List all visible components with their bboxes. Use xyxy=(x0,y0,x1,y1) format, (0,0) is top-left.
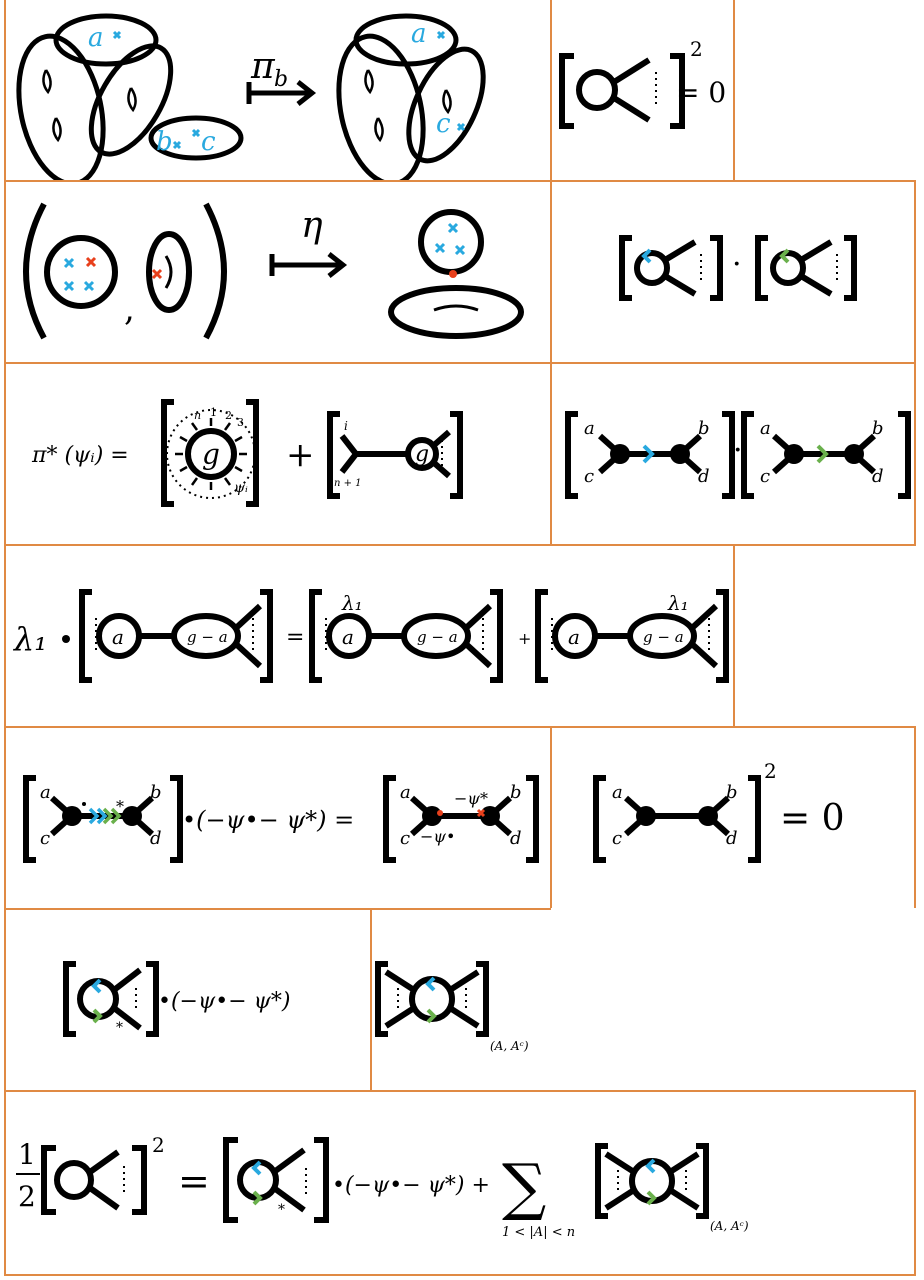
plus: + xyxy=(518,629,531,648)
maps-to-arrow xyxy=(246,80,317,106)
vertex-a-3: a xyxy=(568,625,580,649)
label-c: c xyxy=(612,828,622,849)
panel-psi-pullback: π* (ψᵢ) = g n 1 2 3 ψᵢ + i n + 1 g xyxy=(4,362,552,546)
fraction-numerator: 1 xyxy=(18,1138,36,1171)
leg-3: 3 xyxy=(237,416,244,429)
star-mark: * xyxy=(278,1202,285,1218)
panel-loop-product: · xyxy=(550,180,916,364)
label-a-2: a xyxy=(400,782,411,803)
leg-1: 1 xyxy=(210,406,217,419)
panel-edge-product: a b c d · a b c d xyxy=(550,362,916,546)
panel-loop-psi: * •(−ψ•− ψ*) xyxy=(4,908,372,1092)
lambda-on-gma: λ₁ xyxy=(667,591,689,615)
label-a-2: a xyxy=(760,418,771,439)
vertex-gma-1: g − a xyxy=(187,628,228,646)
summation-sign: ∑ xyxy=(502,1150,546,1223)
map-label-pi: π xyxy=(250,46,276,87)
dot-product: · xyxy=(732,247,742,282)
maps-to-arrow xyxy=(269,252,348,278)
psi-factor: •(−ψ•− ψ*) xyxy=(158,989,290,1014)
label-c: c xyxy=(584,466,594,487)
label-d-2: d xyxy=(510,828,522,849)
panel-master-relation: 1 2 2 = * •(−ψ•− ψ*) + ∑ 1 < |A| < n (A,… xyxy=(4,1090,916,1276)
mark-a-after: a xyxy=(411,19,427,49)
mark-b-before: b xyxy=(156,127,173,157)
label-c-2: c xyxy=(400,828,410,849)
panel-gluing-map: , η xyxy=(4,180,552,364)
vertex-a-1: a xyxy=(112,625,124,649)
equals: = xyxy=(286,625,304,650)
star-mark: * xyxy=(116,797,124,816)
panel-loop-square: 2 = 0 xyxy=(550,0,735,184)
sum-range: 1 < |A| < n xyxy=(502,1225,575,1240)
minus-psi-dot: −ψ• xyxy=(420,827,455,846)
subscript-A-Ac: (A, Aᶜ) xyxy=(490,1039,529,1053)
label-d-2: d xyxy=(872,466,884,487)
panel-two-vertex-loop: (A, Aᶜ) xyxy=(370,908,553,1092)
panel-empty xyxy=(551,908,916,1092)
panel-lambda-relation: λ₁ a g − a = λ₁ a g − a + a λ₁ g − a xyxy=(4,544,735,728)
label-b: b xyxy=(726,782,738,803)
plus: + xyxy=(286,435,315,475)
equals: = xyxy=(178,1159,210,1203)
pullback-lhs: π* (ψᵢ) = xyxy=(31,443,129,468)
psi-i-label: ψᵢ xyxy=(234,480,248,496)
vertex-gma-2: g − a xyxy=(417,628,458,646)
panel-edge-square: a b c d 2 = 0 xyxy=(550,726,916,910)
dot-product: · xyxy=(733,433,743,468)
comma: , xyxy=(124,289,135,329)
leg-n-plus-1: n + 1 xyxy=(334,478,362,489)
mark-a-before: a xyxy=(88,23,104,53)
map-label-eta: η xyxy=(301,205,323,246)
label-b-2: b xyxy=(510,782,522,803)
panel-edge-psi: * a b c d •(−ψ•− ψ*) = a b c d −ψ* −ψ• xyxy=(4,726,552,910)
equals-zero: = 0 xyxy=(780,798,845,839)
lambda-lhs: λ₁ xyxy=(12,620,47,658)
exponent: 2 xyxy=(690,37,703,61)
equals-zero: = 0 xyxy=(676,76,726,109)
label-a: a xyxy=(612,782,623,803)
leg-i: i xyxy=(344,419,348,433)
label-c-2: c xyxy=(760,466,770,487)
leg-n: n xyxy=(194,409,201,422)
label-b-2: b xyxy=(872,418,884,439)
map-label-sub: b xyxy=(274,67,288,92)
panel-forgetful-map: a b c a c π b xyxy=(4,0,552,184)
genus-label: g xyxy=(202,438,220,471)
label-d: d xyxy=(150,828,162,849)
exponent: 2 xyxy=(764,759,777,783)
psi-factor: •(−ψ•− ψ*) = xyxy=(182,806,354,834)
label-d: d xyxy=(698,466,710,487)
label-d: d xyxy=(726,828,738,849)
subscript-A-Ac: (A, Aᶜ) xyxy=(710,1219,749,1233)
label-c: c xyxy=(40,828,50,849)
genus-label-2: g xyxy=(415,442,429,467)
star-mark: * xyxy=(116,1020,123,1036)
mark-c-after: c xyxy=(436,109,451,139)
vertex-gma-3: g − a xyxy=(643,628,684,646)
minus-psi-star: −ψ* xyxy=(454,789,488,808)
label-a: a xyxy=(584,418,595,439)
vertex-a-2: a xyxy=(342,625,354,649)
exponent: 2 xyxy=(152,1133,165,1157)
label-b: b xyxy=(698,418,710,439)
fraction-denominator: 2 xyxy=(18,1180,36,1213)
leg-2: 2 xyxy=(225,409,232,422)
label-a: a xyxy=(40,782,51,803)
label-b: b xyxy=(150,782,162,803)
lambda-on-a: λ₁ xyxy=(341,591,363,615)
psi-factor: •(−ψ•− ψ*) + xyxy=(332,1173,490,1198)
mark-c-before: c xyxy=(201,127,216,157)
